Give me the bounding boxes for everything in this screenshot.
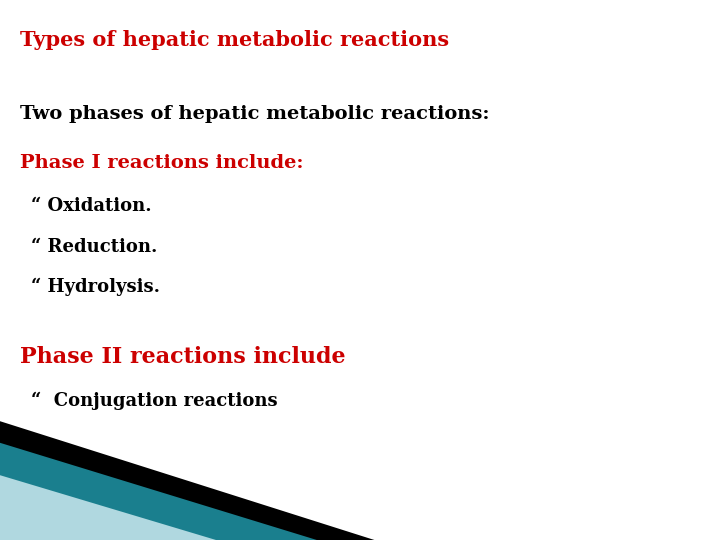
Text: Phase II reactions include: Phase II reactions include <box>20 346 346 368</box>
Text: Phase I reactions include:: Phase I reactions include: <box>20 154 304 172</box>
Text: “  Conjugation reactions: “ Conjugation reactions <box>31 392 278 410</box>
Polygon shape <box>0 443 403 540</box>
Text: “ Reduction.: “ Reduction. <box>31 238 158 255</box>
Polygon shape <box>0 475 317 540</box>
Text: “ Hydrolysis.: “ Hydrolysis. <box>31 278 160 296</box>
Text: Two phases of hepatic metabolic reactions:: Two phases of hepatic metabolic reaction… <box>20 105 490 123</box>
Polygon shape <box>0 421 374 540</box>
Text: Types of hepatic metabolic reactions: Types of hepatic metabolic reactions <box>20 30 449 50</box>
Text: “ Oxidation.: “ Oxidation. <box>31 197 152 215</box>
